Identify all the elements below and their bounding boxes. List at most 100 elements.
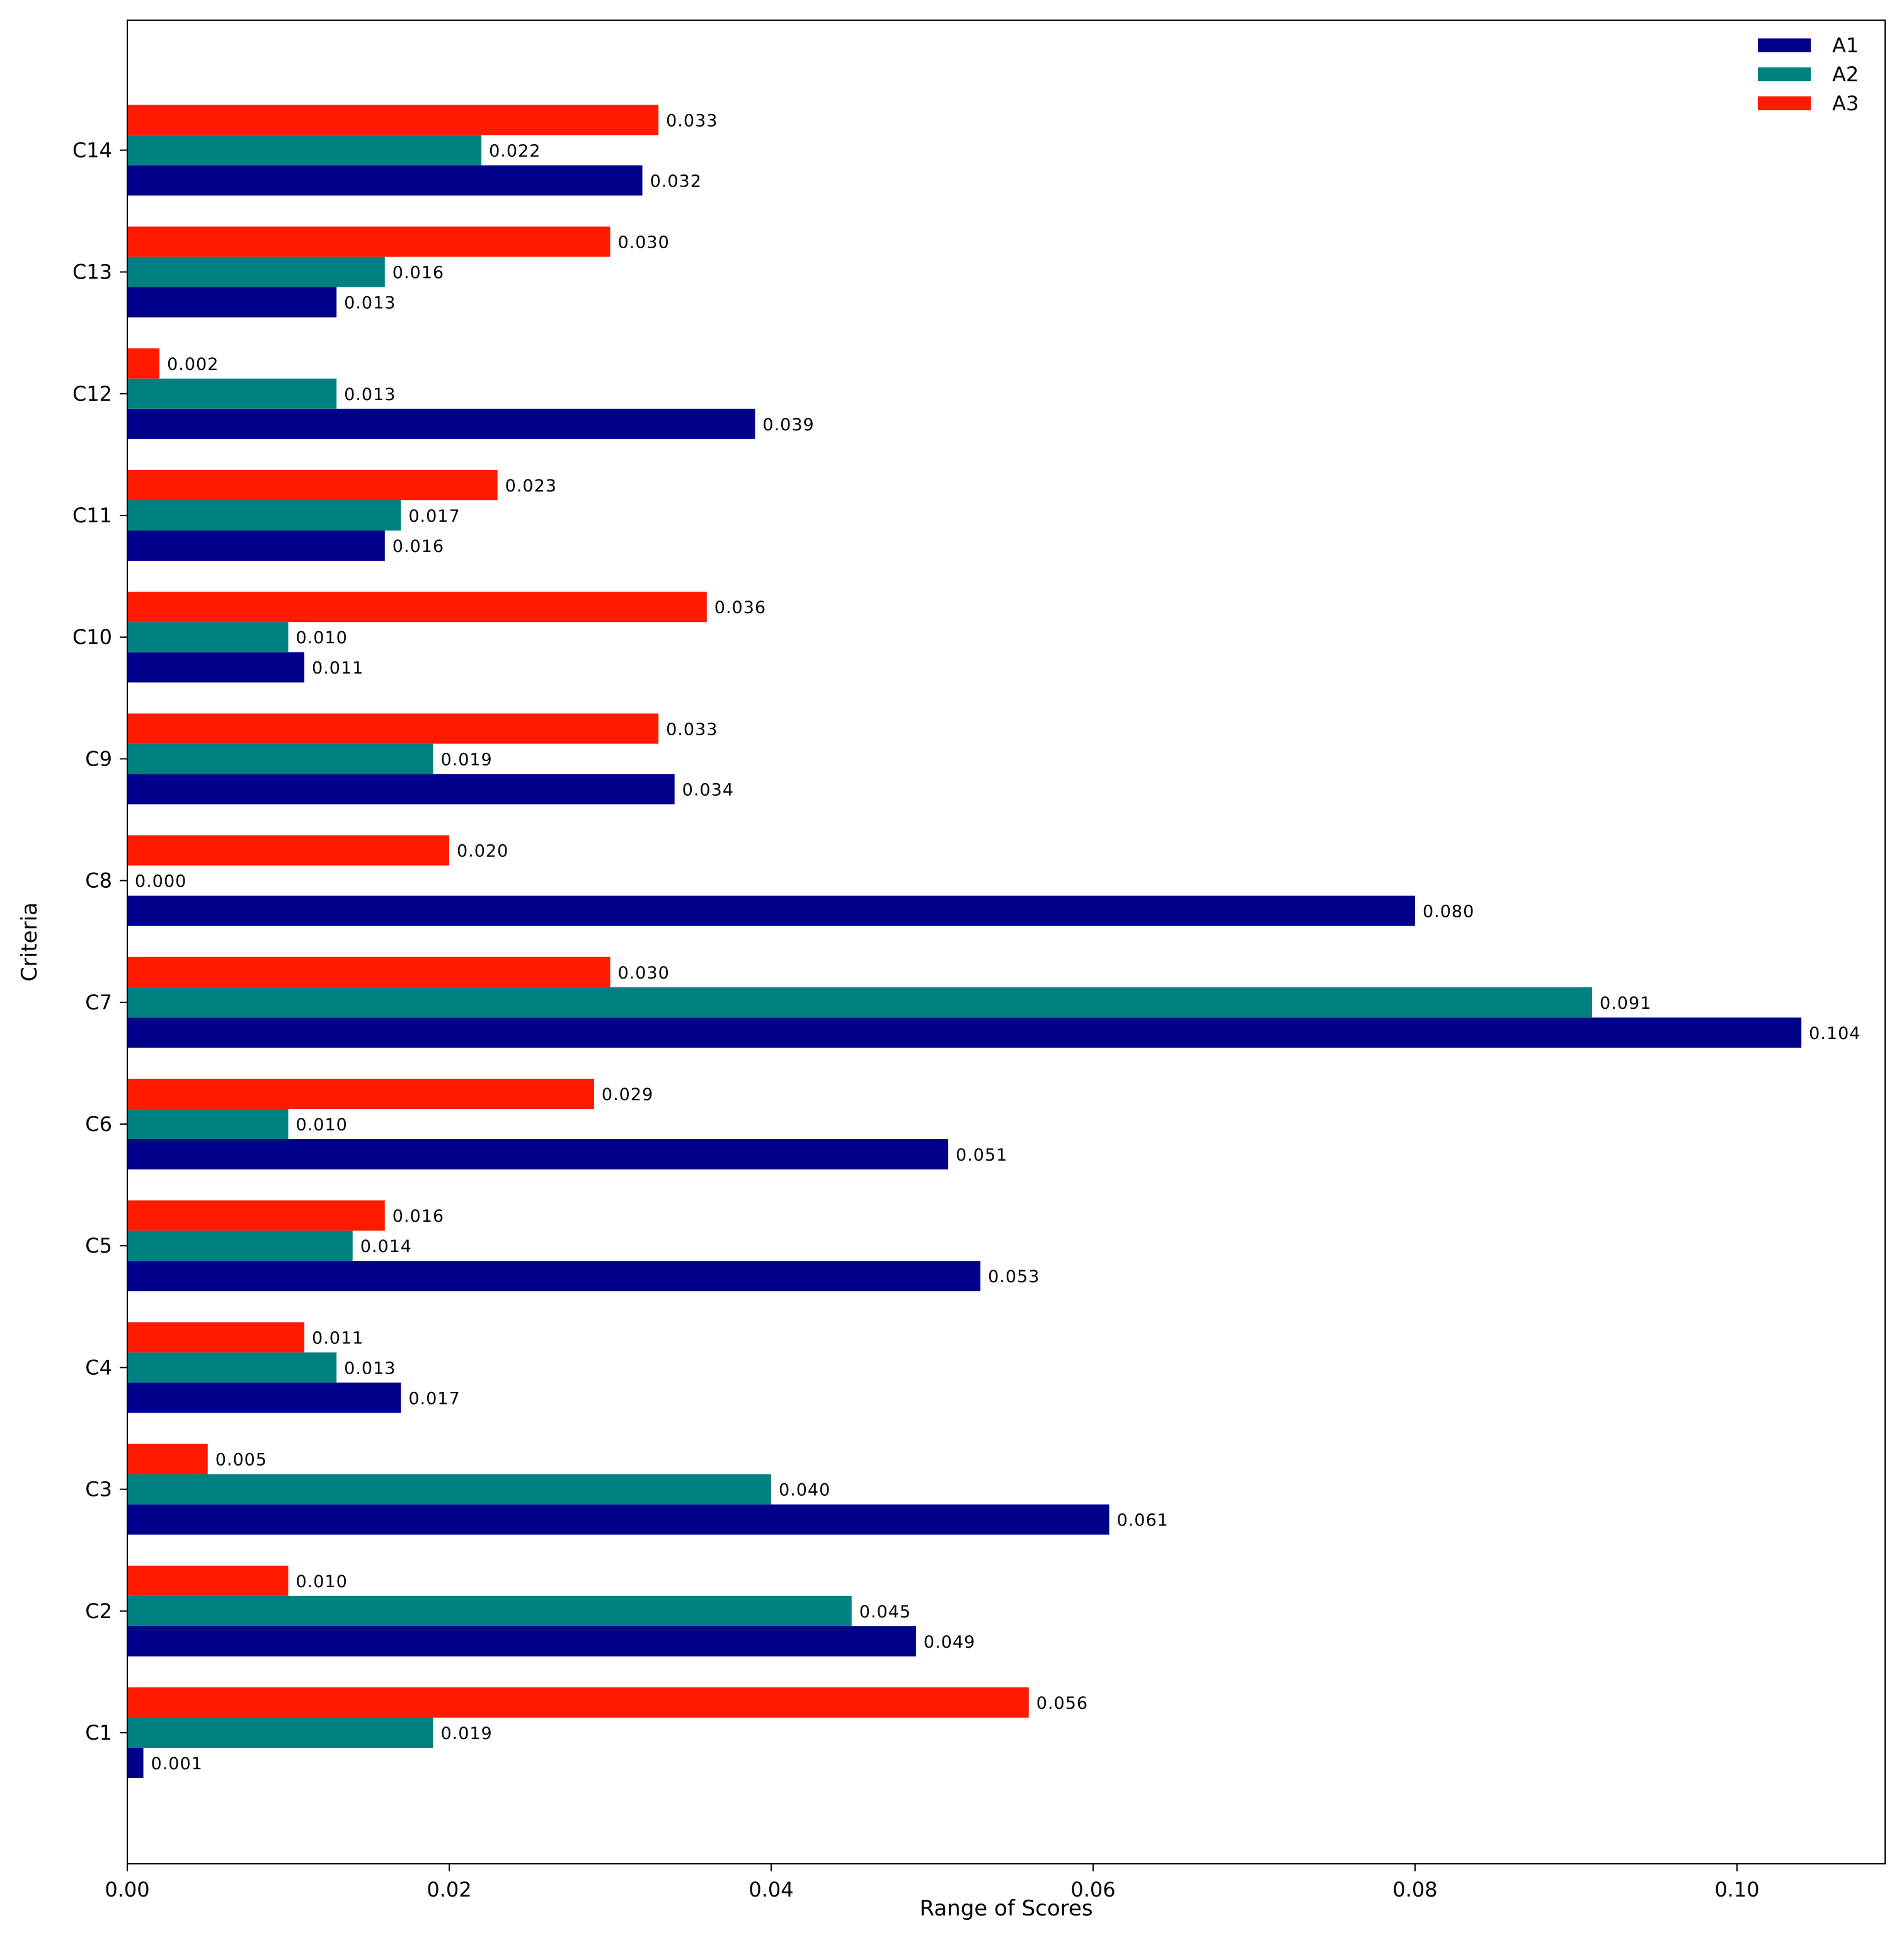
value-label-a1-c10: 0.011 [312, 658, 364, 678]
legend: A1 A2 A3 [1758, 33, 1859, 115]
bar-a3-c10 [127, 592, 707, 623]
bar-a3-c5 [127, 1200, 385, 1231]
value-label-a3-c5: 0.016 [393, 1207, 444, 1226]
value-label-a2-c11: 0.017 [408, 507, 460, 526]
x-tick-label: 0.04 [748, 1878, 793, 1902]
bar-a3-c11 [127, 470, 498, 500]
category-label-c9: C9 [85, 747, 112, 771]
value-label-a3-c7: 0.030 [617, 963, 669, 983]
value-labels-layer: 0.001 0.049 0.061 0.017 0.053 0.051 0.104 0.080… [135, 111, 1861, 1774]
value-label-a2-c14: 0.022 [489, 141, 541, 161]
bar-a1-c12 [127, 408, 755, 439]
bar-a1-c7 [127, 1017, 1802, 1048]
x-tick-label: 0.02 [427, 1878, 471, 1902]
axes-layer [127, 20, 1886, 1864]
value-label-a1-c5: 0.053 [988, 1267, 1040, 1287]
value-label-a1-c4: 0.017 [408, 1389, 460, 1408]
bar-a1-c14 [127, 165, 643, 196]
bar-a3-c2 [127, 1565, 289, 1596]
legend-swatch-a1 [1758, 38, 1811, 52]
x-tick-label: 0.00 [105, 1878, 149, 1902]
value-label-a3-c10: 0.036 [714, 598, 766, 617]
legend-label-a2: A2 [1832, 62, 1859, 86]
value-label-a2-c5: 0.014 [360, 1237, 412, 1256]
bar-a3-c7 [127, 956, 611, 987]
bar-a1-c13 [127, 287, 337, 318]
category-label-c3: C3 [85, 1478, 112, 1501]
bar-a3-c3 [127, 1444, 208, 1474]
bar-a1-c11 [127, 531, 385, 561]
category-label-c7: C7 [85, 990, 112, 1014]
value-label-a1-c13: 0.013 [344, 294, 396, 313]
value-label-a2-c10: 0.010 [295, 628, 347, 648]
value-label-a2-c3: 0.040 [779, 1481, 830, 1500]
category-label-c1: C1 [85, 1721, 112, 1745]
value-label-a3-c13: 0.030 [617, 233, 669, 253]
bar-a2-c11 [127, 500, 401, 531]
value-label-a2-c4: 0.013 [344, 1358, 396, 1378]
legend-label-a3: A3 [1832, 91, 1859, 115]
value-label-a2-c13: 0.016 [393, 263, 444, 283]
bar-a2-c13 [127, 256, 385, 287]
legend-swatch-a2 [1758, 67, 1811, 81]
bar-a2-c10 [127, 622, 289, 653]
value-label-a1-c11: 0.016 [393, 537, 444, 556]
bar-a3-c9 [127, 713, 659, 744]
bar-a2-c1 [127, 1718, 433, 1748]
value-label-a3-c14: 0.033 [666, 111, 718, 130]
bar-a1-c4 [127, 1382, 401, 1413]
value-label-a1-c1: 0.001 [151, 1754, 203, 1774]
bar-a2-c2 [127, 1595, 852, 1626]
value-label-a1-c8: 0.080 [1423, 902, 1474, 922]
plot-frame [127, 20, 1886, 1864]
value-label-a3-c4: 0.011 [312, 1328, 364, 1348]
bar-a1-c1 [127, 1748, 144, 1778]
bar-a3-c4 [127, 1322, 305, 1353]
legend-label-a1: A1 [1832, 33, 1859, 57]
value-label-a3-c8: 0.020 [457, 842, 508, 861]
value-label-a3-c1: 0.056 [1036, 1694, 1088, 1713]
value-label-a2-c6: 0.010 [295, 1115, 347, 1135]
category-label-c4: C4 [85, 1355, 112, 1379]
bar-a2-c3 [127, 1474, 771, 1505]
category-label-c5: C5 [85, 1234, 112, 1258]
bar-a1-c6 [127, 1139, 949, 1169]
bar-a1-c8 [127, 895, 1415, 926]
value-label-a2-c8: 0.000 [135, 872, 186, 892]
x-axis-title: Range of Scores [919, 1896, 1093, 1921]
bars-layer [127, 105, 1802, 1778]
bar-a2-c5 [127, 1231, 353, 1261]
bar-a2-c7 [127, 987, 1592, 1018]
bar-a3-c14 [127, 105, 659, 135]
value-label-a1-c7: 0.104 [1809, 1024, 1861, 1043]
bar-a2-c6 [127, 1109, 289, 1139]
value-label-a1-c6: 0.051 [956, 1145, 1007, 1165]
x-tick-label: 0.08 [1392, 1878, 1437, 1902]
category-label-c10: C10 [72, 625, 112, 649]
y-axis-title: Criteria [17, 902, 42, 982]
value-label-a3-c6: 0.029 [602, 1085, 653, 1105]
bar-a3-c8 [127, 835, 449, 866]
bar-a3-c13 [127, 226, 611, 257]
value-label-a3-c2: 0.010 [295, 1572, 347, 1592]
bar-a1-c5 [127, 1261, 981, 1292]
y-ticks: C1 C2 C3 C4 C5 C6 C7 C8 C9 C10 C11 C12 C13 C14 [72, 138, 127, 1745]
value-label-a2-c7: 0.091 [1600, 994, 1651, 1013]
value-label-a1-c14: 0.032 [650, 171, 702, 191]
value-label-a3-c9: 0.033 [666, 720, 718, 739]
value-label-a2-c2: 0.045 [859, 1602, 911, 1622]
value-label-a1-c3: 0.061 [1117, 1511, 1169, 1530]
bar-a1-c10 [127, 652, 305, 683]
bar-a3-c6 [127, 1079, 594, 1109]
value-label-a2-c1: 0.019 [440, 1724, 492, 1743]
legend-swatch-a3 [1758, 96, 1811, 110]
category-label-c6: C6 [85, 1112, 112, 1136]
value-label-a2-c9: 0.019 [440, 750, 492, 769]
bar-a3-c1 [127, 1687, 1029, 1718]
x-ticks: 0.00 0.02 0.04 0.06 0.08 0.10 [105, 1864, 1760, 1902]
value-label-a3-c3: 0.005 [215, 1450, 267, 1470]
value-label-a3-c11: 0.023 [505, 476, 557, 496]
value-label-a1-c12: 0.039 [762, 415, 814, 435]
bar-a3-c12 [127, 348, 160, 379]
